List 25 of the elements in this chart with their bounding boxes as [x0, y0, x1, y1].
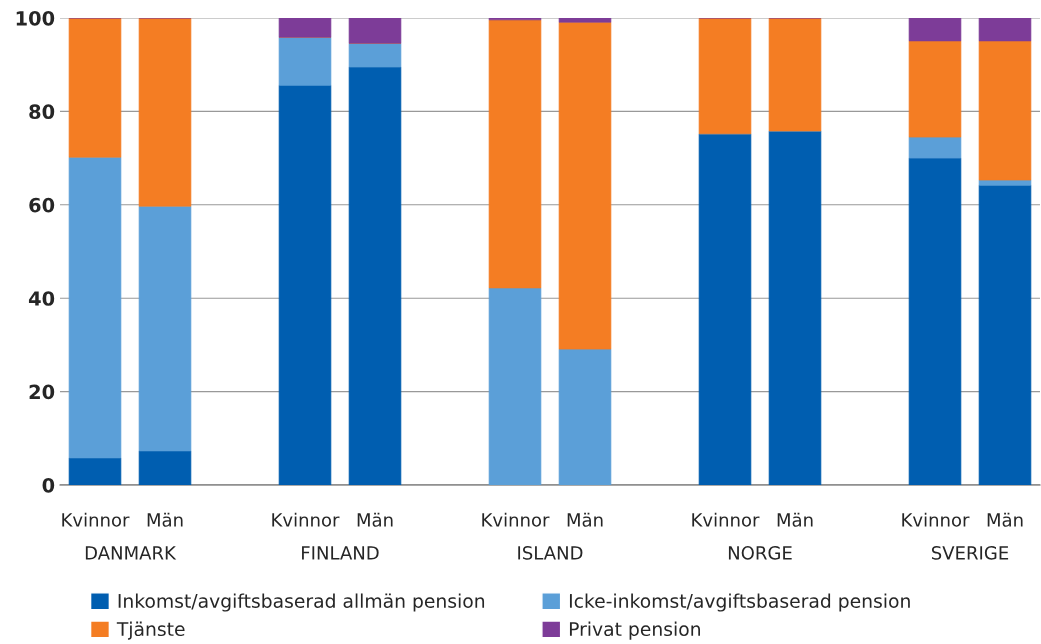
y-tick-label: 0 [42, 477, 55, 493]
x-tick-label: Män [147, 512, 183, 527]
x-tick-label: Kvinnor [62, 512, 130, 527]
text: DANMARK [85, 546, 177, 560]
y-tick-label: 60 [29, 197, 55, 213]
x-tick-label: Män [987, 512, 1023, 527]
x-tick-label: Män [777, 512, 813, 527]
y-tick-label: 80 [29, 104, 55, 120]
legend-label: Tjänste [116, 621, 185, 640]
y-tick-label: 20 [29, 384, 55, 400]
legend-label: Privat pension [569, 621, 700, 640]
x-tick-label: Kvinnor [272, 512, 340, 527]
x-tick-label: Kvinnor [482, 512, 550, 527]
x-tick-label: Kvinnor [902, 512, 970, 527]
y-tick-label: 100 [16, 10, 55, 26]
legend-label: Icke-inkomst/avgiftsbaserad pension [569, 593, 910, 612]
text: NORGE [728, 546, 792, 560]
legend-label: Inkomst/avgiftsbaserad allmän pension [118, 593, 485, 612]
x-tick-label: Män [357, 512, 393, 527]
text: SVERIGE [931, 546, 1009, 560]
y-tick-label: 40 [28, 291, 55, 306]
x-tick-label: Kvinnor [692, 512, 760, 527]
text: ISLAND [518, 546, 583, 560]
x-tick-label: Män [567, 512, 603, 527]
text: FINLAND [302, 546, 379, 560]
